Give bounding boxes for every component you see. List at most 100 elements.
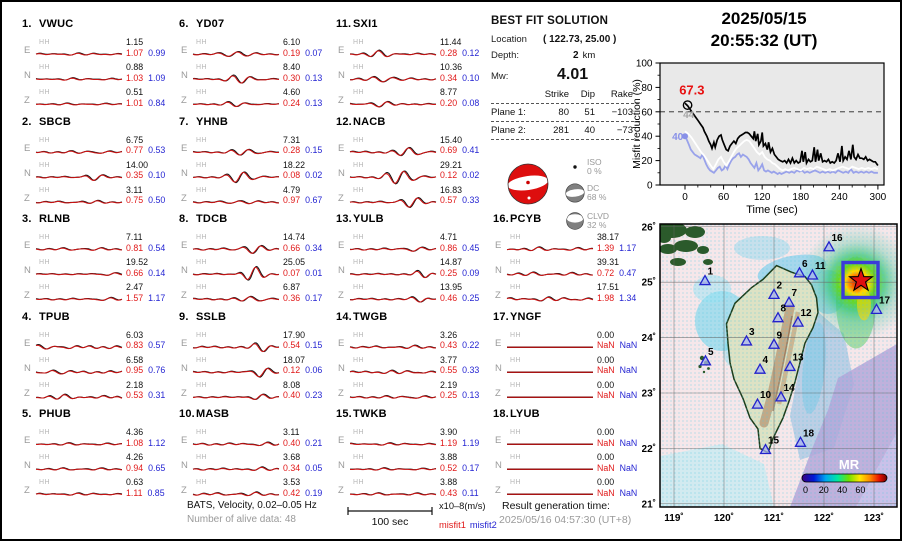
svg-text:80: 80 xyxy=(641,83,653,94)
location-label: Location xyxy=(491,34,527,45)
trace-values: 25.05 0.07 0.01 xyxy=(283,257,333,278)
component-letter: E xyxy=(181,240,188,251)
station-marker xyxy=(774,390,788,402)
trace-values: 18.22 0.08 0.02 xyxy=(283,160,333,181)
svg-text:HH: HH xyxy=(353,89,364,96)
plot-annotation: 44 xyxy=(683,110,695,121)
waveform-trace: HH xyxy=(192,479,280,497)
waveform-trace: HH xyxy=(192,64,280,84)
component-letter: E xyxy=(24,240,31,251)
trace-values: 0.00 NaN NaN xyxy=(597,355,647,376)
trace-values: 2.47 1.57 1.17 xyxy=(126,282,176,303)
svg-text:HH: HH xyxy=(353,382,364,389)
misfit1-value: 0.66 xyxy=(126,267,144,278)
svg-text:HH: HH xyxy=(39,234,50,241)
waveform-trace: HH xyxy=(349,259,437,279)
station-name: 7. YHNB xyxy=(179,115,228,128)
waveform-trace: HH xyxy=(35,259,123,276)
trace-values: 3.11 0.75 0.50 xyxy=(126,185,176,206)
svg-text:240: 240 xyxy=(831,192,848,203)
misfit2-value: 0.06 xyxy=(305,365,323,375)
misfit2-value: 0.13 xyxy=(462,390,480,400)
component-row: N HH 14.87 0.25 0.09 xyxy=(336,257,490,282)
station-marker xyxy=(822,240,836,252)
component-letter: Z xyxy=(338,290,344,301)
misfit1-value: 0.43 xyxy=(440,487,458,498)
col-strike: Strike xyxy=(544,89,569,100)
colorbar-tick: 40 xyxy=(837,485,847,495)
amplitude-value: 29.21 xyxy=(440,159,463,170)
misfit1-value: 0.97 xyxy=(283,195,301,205)
misfit1-value: 0.54 xyxy=(283,340,301,350)
plane2-row: Plane 2: 281 40 −73 xyxy=(491,122,639,140)
iso-label: ISO xyxy=(587,156,602,167)
waveform-trace: HH xyxy=(192,39,280,58)
misfit1-value: 0.19 xyxy=(283,47,301,58)
amplitude-value: 0.63 xyxy=(126,477,144,487)
component-letter: Z xyxy=(338,485,344,496)
station-name: 8. TDCB xyxy=(179,213,228,225)
lon-tick-label: 119˚ xyxy=(664,512,683,524)
misfit1-value: 0.12 xyxy=(283,365,301,375)
component-letter: N xyxy=(181,70,188,81)
waveform-trace: HH xyxy=(349,64,437,83)
misfit2-value: 0.15 xyxy=(305,340,323,350)
component-letter: N xyxy=(24,460,31,471)
svg-text:HH: HH xyxy=(39,137,50,144)
trace-values: 0.51 1.01 0.84 xyxy=(126,87,176,108)
station-name: 10.MASB xyxy=(179,408,230,420)
component-letter: Z xyxy=(181,485,187,496)
component-letter: E xyxy=(24,45,31,56)
component-letter: E xyxy=(338,45,345,56)
misfit2-value: 0.31 xyxy=(148,390,166,400)
amplitude-value: 4.60 xyxy=(283,87,301,97)
misfit1-value: 0.34 xyxy=(440,72,458,83)
waveform-trace: HH xyxy=(192,187,280,204)
component-letter: Z xyxy=(24,192,30,204)
component-row: E HH 14.74 0.66 0.34 xyxy=(179,232,333,257)
waveform-trace: HH xyxy=(193,284,280,302)
svg-text:HH: HH xyxy=(39,89,50,96)
svg-text:HH: HH xyxy=(39,429,50,436)
component-letter: N xyxy=(181,362,188,374)
amplitude-value: 0.00 xyxy=(597,329,615,340)
misfit1-value: 0.83 xyxy=(126,340,144,350)
misfit2-value: 1.12 xyxy=(148,437,166,448)
lat-tick-label: 26˚ xyxy=(642,221,656,233)
svg-text:HH: HH xyxy=(353,64,364,71)
svg-text:HH: HH xyxy=(39,357,50,364)
trace-values: 6.75 0.77 0.53 xyxy=(126,135,176,156)
trace-values: 8.08 0.40 0.23 xyxy=(283,380,333,401)
component-row: N HH 3.77 0.55 0.33 xyxy=(336,355,490,380)
lat-tick-label: 22˚ xyxy=(642,443,656,455)
svg-text:HH: HH xyxy=(196,64,207,71)
misfit1-value: 0.07 xyxy=(283,267,301,278)
trace-values: 14.87 0.25 0.09 xyxy=(440,257,490,278)
svg-text:HH: HH xyxy=(353,429,364,436)
misfit1-value: 0.69 xyxy=(440,145,458,155)
waveform-trace: HH xyxy=(192,162,280,183)
component-row: N HH 14.00 0.35 0.10 xyxy=(22,160,176,185)
mw-value: 4.01 xyxy=(557,66,589,83)
svg-text:300: 300 xyxy=(870,192,887,203)
station-marker xyxy=(751,397,764,409)
epicenter-star xyxy=(848,266,874,292)
component-letter: Z xyxy=(24,387,30,399)
component-row: Z HH 4.79 0.97 0.67 xyxy=(179,185,333,210)
station-number: 8 xyxy=(781,304,787,315)
misfit2-value: 0.17 xyxy=(305,292,323,303)
misfit2-value: 0.01 xyxy=(305,267,323,278)
waveform-trace: HH xyxy=(349,332,437,349)
component-row: Z HH 0.00 NaN NaN xyxy=(493,380,647,405)
svg-text:HH: HH xyxy=(196,429,207,436)
waveform-trace: HH xyxy=(507,382,593,398)
trace-values: 0.00 NaN NaN xyxy=(597,330,647,351)
station-marker xyxy=(771,311,785,323)
station-name: 16.PCYB xyxy=(493,213,542,225)
component-row: N HH 29.21 0.12 0.02 xyxy=(336,160,490,185)
station-name: 17.YNGF xyxy=(493,310,542,323)
waveform-trace: HH xyxy=(192,357,280,378)
amplitude-value: 3.90 xyxy=(440,427,458,437)
station-name: 12.NACB xyxy=(336,115,386,128)
dc-pct: 68 % xyxy=(587,192,607,202)
